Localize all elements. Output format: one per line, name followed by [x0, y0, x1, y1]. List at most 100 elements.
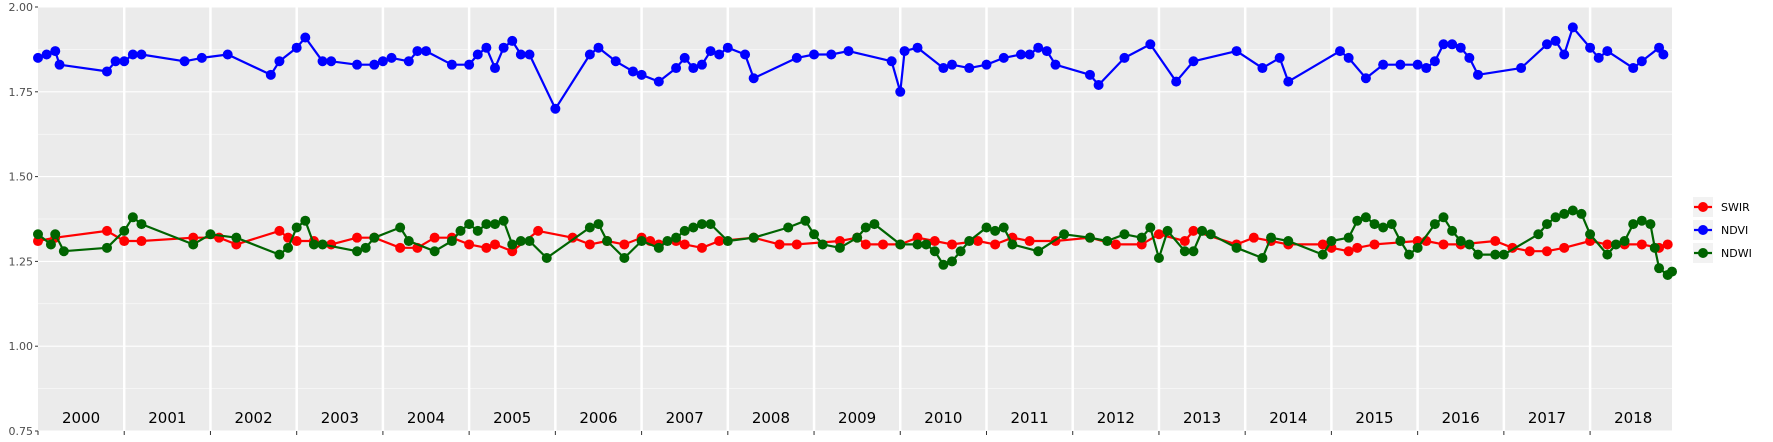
ndwi-point: [696, 219, 707, 230]
y-tick-label: 1.00: [9, 340, 34, 353]
ndvi-point: [679, 52, 690, 63]
ndvi-point: [1447, 39, 1458, 50]
ndwi-point: [947, 256, 958, 267]
x-axis: 2000 2001 2002 2003 2004 2005 2006 2007 2008 2009…: [37, 409, 1652, 435]
ndvi-point: [490, 63, 501, 74]
ndwi-point: [800, 215, 811, 226]
ndvi-point: [369, 59, 380, 70]
ndwi-point: [1352, 215, 1363, 226]
ndwi-point: [1326, 236, 1337, 247]
swir-point: [860, 239, 871, 250]
ndvi-point: [1516, 63, 1527, 74]
swir-point: [990, 239, 1001, 250]
y-tick-label: 1.50: [9, 171, 34, 184]
swir-point: [1317, 239, 1328, 250]
ndvi-point: [1429, 56, 1440, 67]
swir-point: [1438, 239, 1449, 250]
ndwi-point: [464, 219, 475, 230]
ndvi-point: [1593, 52, 1604, 63]
ndwi-point: [58, 246, 69, 257]
ndwi-point: [1610, 239, 1621, 250]
ndvi-point: [981, 59, 992, 70]
ndvi-point: [1412, 59, 1423, 70]
ndwi-point: [1153, 253, 1164, 264]
year-label: 2009: [838, 409, 876, 427]
ndwi-point: [1472, 249, 1483, 260]
grid: [38, 6, 1672, 432]
ndwi-point: [748, 232, 759, 243]
year-label: 2001: [148, 409, 186, 427]
y-axis: 0.75 1.00 1.25 1.50 1.75 2.00: [9, 1, 38, 438]
swir-point: [714, 236, 725, 247]
ndvi-point: [300, 32, 311, 43]
y-tick-label: 1.75: [9, 86, 34, 99]
ndvi-point: [696, 59, 707, 70]
ndvi-point: [377, 56, 388, 67]
ndwi-point: [1667, 266, 1677, 277]
ndvi-point: [1628, 63, 1639, 74]
ndwi-point: [274, 249, 285, 260]
y-tick-label: 2.00: [9, 1, 34, 14]
legend-key-point: [1698, 225, 1708, 235]
ndvi-point: [1550, 35, 1561, 46]
swir-point: [464, 239, 475, 250]
ndvi-point: [1464, 52, 1475, 63]
ndwi-point: [817, 239, 828, 250]
ndvi-point: [1274, 52, 1285, 63]
swir-point: [696, 242, 707, 253]
swir-point: [291, 236, 302, 247]
ndvi-point: [1636, 56, 1647, 67]
year-label: 2002: [234, 409, 272, 427]
ndvi-point: [886, 56, 897, 67]
ndwi-point: [1231, 242, 1242, 253]
year-label: 2005: [493, 409, 531, 427]
ndvi-point: [386, 52, 397, 63]
ndwi-point: [472, 225, 483, 236]
legend-label: SWIR: [1721, 201, 1750, 214]
ndvi-point: [809, 49, 820, 60]
ndvi-point: [947, 59, 958, 70]
ndvi-point: [33, 52, 43, 63]
swir-point: [679, 239, 690, 250]
ndwi-point: [1283, 236, 1294, 247]
swir-point: [1153, 229, 1164, 240]
ndwi-point: [33, 229, 43, 240]
ndvi-point: [998, 52, 1009, 63]
ndwi-point: [852, 232, 863, 243]
ndwi-point: [653, 242, 664, 253]
ndvi-point: [464, 59, 475, 70]
ndwi-point: [809, 229, 820, 240]
ndwi-point: [860, 222, 871, 233]
ndvi-point: [593, 42, 604, 53]
swir-point: [1541, 246, 1552, 257]
ndwi-point: [1576, 208, 1587, 219]
ndvi-point: [1084, 69, 1095, 80]
year-label: 2014: [1269, 409, 1307, 427]
ndvi-point: [1455, 42, 1466, 53]
ndwi-point: [895, 239, 906, 250]
ndwi-point: [705, 219, 716, 230]
series-ndvi: [33, 22, 1669, 114]
year-label: 2017: [1528, 409, 1566, 427]
ndwi-point: [1007, 239, 1018, 250]
ndwi-point: [300, 215, 311, 226]
ndvi-point: [653, 76, 664, 87]
ndwi-point: [662, 236, 673, 247]
ndvi-point: [41, 49, 52, 60]
swir-point: [101, 225, 112, 236]
swir-point: [878, 239, 889, 250]
ndvi-point: [110, 56, 121, 67]
ndwi-point: [352, 246, 363, 257]
ndvi-point: [1343, 52, 1354, 63]
ndwi-point: [921, 239, 932, 250]
ndwi-point: [688, 222, 699, 233]
ndvi-point: [421, 46, 432, 57]
ndwi-point: [136, 219, 147, 230]
ndwi-point: [481, 219, 492, 230]
ndwi-point: [395, 222, 406, 233]
ndwi-point: [498, 215, 509, 226]
ndwi-point: [593, 219, 604, 230]
ndwi-point: [981, 222, 992, 233]
ndwi-point: [1645, 219, 1656, 230]
ndwi-point: [1585, 229, 1596, 240]
